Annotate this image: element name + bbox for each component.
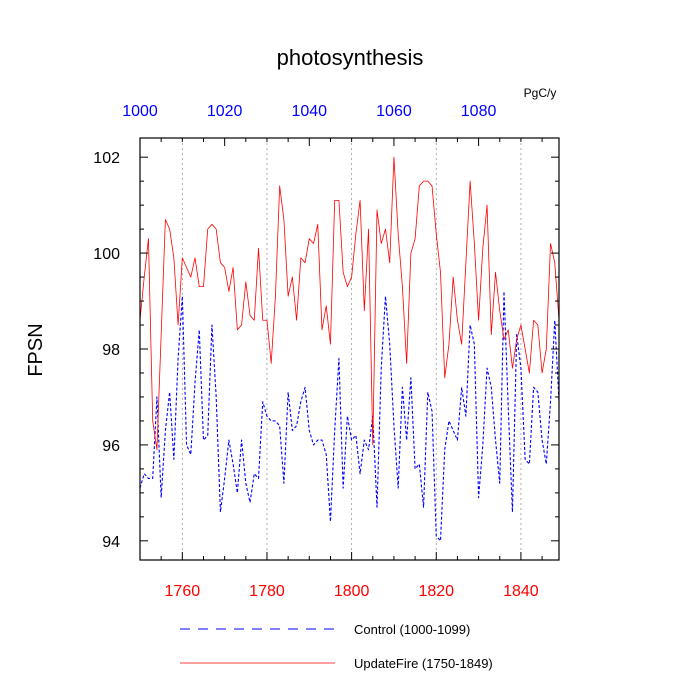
- top-x-tick-label: 1060: [376, 103, 412, 120]
- top-x-tick-label: 1040: [291, 103, 327, 120]
- y-tick-label: 102: [93, 150, 120, 167]
- series-line-1: [139, 156, 560, 451]
- plot-frame: [139, 137, 560, 561]
- series-line-0: [139, 290, 560, 542]
- x-tick-label: 1840: [503, 583, 539, 600]
- grid-lines: [181, 138, 522, 560]
- y-axis-label: FPSN: [25, 323, 47, 376]
- top-x-tick-label: 1020: [207, 103, 243, 120]
- x-tick-label: 1780: [249, 583, 285, 600]
- x-tick-label: 1820: [418, 583, 454, 600]
- top-x-tick-label: 1080: [461, 103, 497, 120]
- series-lines: [139, 156, 560, 542]
- y-tick-label: 96: [102, 438, 120, 455]
- x-tick-label: 1760: [165, 583, 201, 600]
- top-x-tick-label: 1000: [122, 103, 158, 120]
- y-tick-label: 100: [93, 246, 120, 263]
- chart-title: photosynthesis: [277, 45, 424, 70]
- x-tick-label: 1800: [334, 583, 370, 600]
- y-tick-label: 98: [102, 342, 120, 359]
- axis-ticks: 1760 1780 1800 1820 1840 1000 1020 1040 1060 1080…: [93, 103, 559, 600]
- legend-label-control: Control (1000-1099): [354, 622, 470, 637]
- y-tick-label: 94: [102, 534, 120, 551]
- units-label: PgC/y: [524, 86, 557, 100]
- legend: Control (1000-1099) UpdateFire (1750-184…: [180, 622, 493, 671]
- legend-label-updatefire: UpdateFire (1750-1849): [354, 656, 493, 671]
